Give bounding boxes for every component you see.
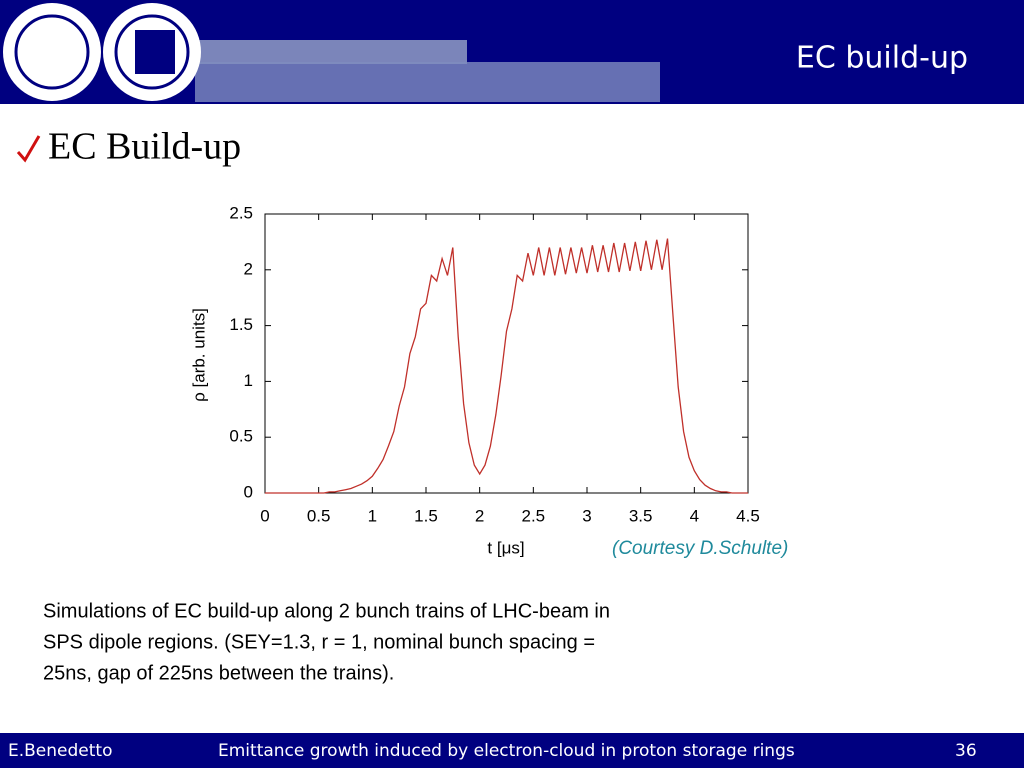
- x-tick-label: 1.5: [414, 506, 438, 525]
- y-tick-label: 0.5: [229, 427, 253, 446]
- footer-page: 36: [955, 741, 977, 761]
- x-tick-label: 2.5: [522, 506, 546, 525]
- footer-band: [0, 733, 1024, 768]
- x-axis-label: t [μs]: [487, 538, 524, 557]
- x-tick-label: 1: [368, 506, 377, 525]
- header-title: EC build-up: [796, 41, 968, 76]
- annotation: (Courtesy D.Schulte): [612, 538, 788, 559]
- caption-line: 25ns, gap of 225ns between the trains).: [43, 662, 394, 684]
- data-line: [265, 238, 748, 494]
- caption-line: Simulations of EC build-up along 2 bunch…: [43, 600, 610, 622]
- check-bullet: [16, 135, 41, 163]
- header-bar: [195, 62, 660, 102]
- footer-talk: Emittance growth induced by electron-clo…: [218, 741, 795, 761]
- y-tick-label: 2: [244, 259, 253, 278]
- y-tick-label: 2.5: [229, 203, 253, 222]
- caption-line: SPS dipole regions. (SEY=1.3, r = 1, nom…: [43, 631, 595, 653]
- y-tick-label: 1.5: [229, 315, 253, 334]
- chart: 0 0.5 1 1.5 2 2.5 3 3.5 4 4.5 0 0.5 1 1.5 2 2.5 t [μs] ρ …: [189, 203, 788, 559]
- x-tick-label: 2: [475, 506, 484, 525]
- x-tick-label: 0: [260, 506, 269, 525]
- logo: [14, 14, 90, 90]
- logo: [114, 14, 190, 90]
- x-tick-label: 4: [690, 506, 699, 525]
- y-tick-label: 0: [244, 482, 253, 501]
- y-tick-label: 1: [244, 371, 253, 390]
- header-bar: [195, 40, 467, 64]
- x-tick-label: 3: [582, 506, 591, 525]
- x-tick-label: 3.5: [629, 506, 653, 525]
- y-axis-label: ρ [arb. units]: [189, 308, 208, 402]
- logo: [135, 30, 175, 74]
- plot-frame: [264, 213, 749, 494]
- heading: EC Build-up: [48, 126, 241, 168]
- footer-author: E.Benedetto: [8, 741, 112, 761]
- x-tick-label: 0.5: [307, 506, 331, 525]
- logo: [3, 3, 101, 101]
- x-tick-label: 4.5: [736, 506, 760, 525]
